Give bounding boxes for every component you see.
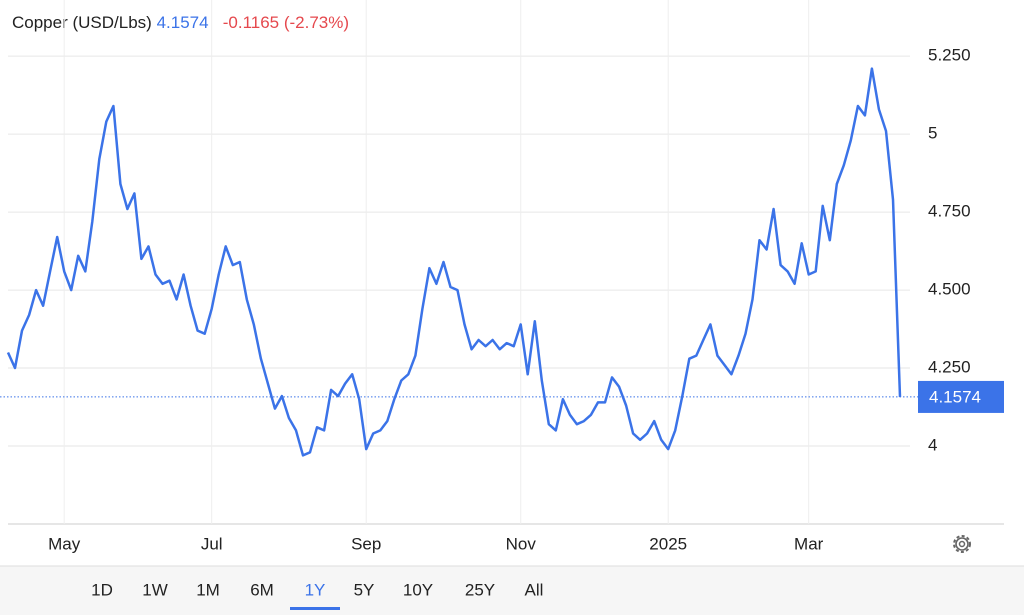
range-button[interactable]: 1Y [305,580,326,599]
y-tick-label: 4 [928,436,937,455]
gear-body [955,537,969,551]
range-button[interactable]: 6M [250,580,274,599]
price-change: -0.1165 (-2.73%) [223,13,349,32]
active-range-underline [290,607,340,610]
price-line [6,67,902,457]
x-tick-label: 2025 [649,534,687,553]
range-bar [0,566,1024,615]
y-tick-label: 4.500 [928,280,971,299]
x-tick-label: Mar [794,534,824,553]
y-tick-label: 5.250 [928,46,971,65]
settings-icon[interactable] [953,535,971,553]
range-button[interactable]: 1M [196,580,220,599]
gear-hole [958,540,966,548]
x-tick-label: Jul [201,534,223,553]
x-tick-label: May [48,534,81,553]
range-button[interactable]: 10Y [403,580,433,599]
last-price-box [918,380,1004,413]
range-button[interactable]: 1D [91,580,113,599]
y-tick-label: 4.250 [928,358,971,377]
range-button[interactable]: 25Y [465,580,495,599]
range-button[interactable]: 1W [142,580,168,599]
gear-teeth [953,535,971,553]
range-button[interactable]: All [525,580,544,599]
range-button[interactable]: 5Y [354,580,375,599]
y-tick-label: 5 [928,124,937,143]
y-tick-label: 4.750 [928,202,971,221]
instrument-title: Copper (USD/Lbs) [12,13,152,32]
chart-header: Copper (USD/Lbs) 4.1574 -0.1165 (-2.73%) [12,13,349,32]
x-tick-label: Nov [506,534,537,553]
last-price: 4.1574 [157,13,209,32]
last-price-label: 4.1574 [929,387,981,406]
x-tick-label: Sep [351,534,381,553]
